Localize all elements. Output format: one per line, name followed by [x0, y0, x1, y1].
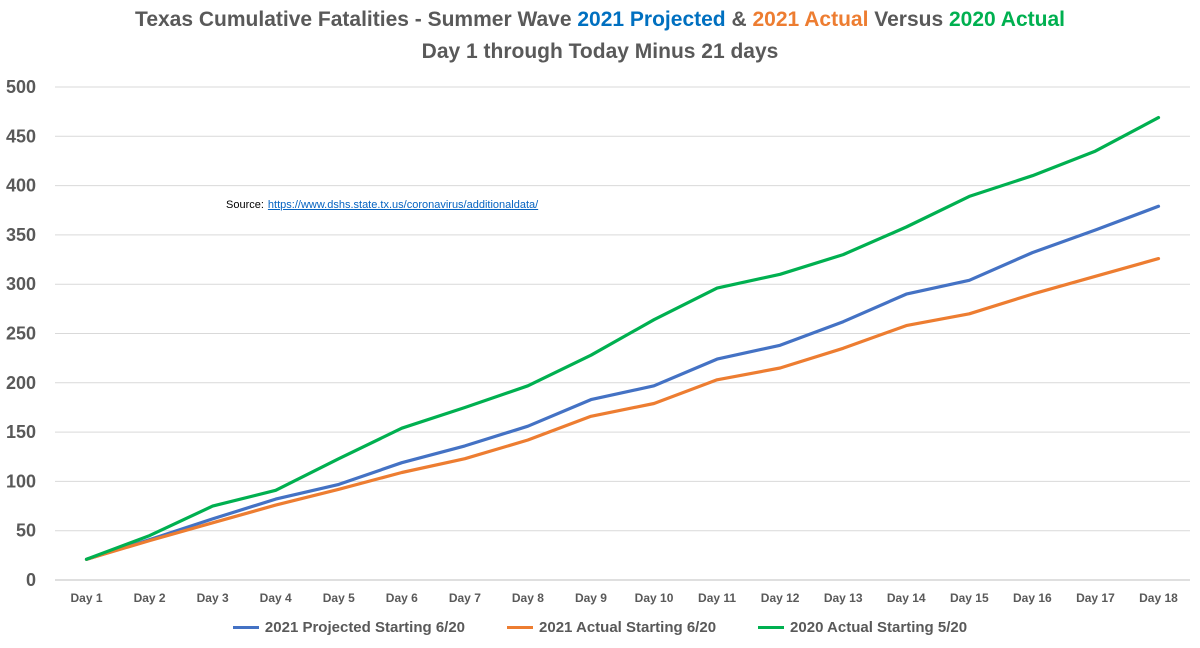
- legend-swatch-2020-actual: [758, 626, 785, 629]
- series-line-2021-actual: [84, 257, 1161, 561]
- y-tick-label-400: 400: [6, 176, 36, 196]
- x-tick-label-6: Day 6: [386, 591, 418, 605]
- chart-legend: 2021 Projected Starting 6/20 2021 Actual…: [0, 619, 1200, 636]
- source-label: Source:: [226, 199, 264, 211]
- legend-item-2021-projected: 2021 Projected Starting 6/20: [232, 619, 466, 636]
- title-part-main: Texas Cumulative Fatalities - Summer Wav…: [135, 8, 578, 31]
- x-tick-label-10: Day 10: [635, 591, 674, 605]
- x-tick-label-17: Day 17: [1076, 591, 1115, 605]
- legend-item-2020-actual: 2020 Actual Starting 5/20: [758, 619, 967, 636]
- title-part-2021-projected: 2021 Projected: [577, 8, 726, 31]
- chart-title-line2: Day 1 through Today Minus 21 days: [421, 40, 779, 63]
- y-tick-label-100: 100: [6, 471, 36, 491]
- source-link[interactable]: https://www.dshs.state.tx.us/coronavirus…: [267, 199, 539, 211]
- y-tick-label-50: 50: [16, 521, 36, 541]
- x-tick-label-4: Day 4: [260, 591, 292, 605]
- legend-item-2021-actual: 2021 Actual Starting 6/20: [507, 619, 716, 636]
- title-part-2020-actual: 2020 Actual: [949, 8, 1065, 31]
- y-tick-label-0: 0: [26, 570, 36, 590]
- legend-label-2021-actual: 2021 Actual Starting 6/20: [539, 619, 717, 636]
- y-tick-label-150: 150: [6, 422, 36, 442]
- x-tick-label-1: Day 1: [71, 591, 103, 605]
- x-tick-label-15: Day 15: [950, 591, 989, 605]
- series-line-2020-actual: [84, 115, 1161, 561]
- y-tick-label-300: 300: [6, 274, 36, 294]
- y-tick-label-250: 250: [6, 324, 36, 344]
- y-tick-label-500: 500: [6, 77, 36, 97]
- title-part-versus: Versus: [868, 8, 949, 31]
- x-tick-label-12: Day 12: [761, 591, 800, 605]
- legend-label-2021-projected: 2021 Projected Starting 6/20: [264, 619, 466, 636]
- series-line-2021-projected: [84, 204, 1161, 561]
- x-tick-label-5: Day 5: [323, 591, 355, 605]
- x-tick-label-9: Day 9: [575, 591, 607, 605]
- legend-swatch-2021-actual: [507, 626, 534, 629]
- x-tick-label-8: Day 8: [512, 591, 544, 605]
- x-tick-label-18: Day 18: [1139, 591, 1178, 605]
- y-tick-label-200: 200: [6, 373, 36, 393]
- y-tick-label-450: 450: [6, 126, 36, 146]
- source-note: Source: https://www.dshs.state.tx.us/coro…: [226, 199, 538, 211]
- chart-title-line1: Texas Cumulative Fatalities - Summer Wav…: [0, 8, 1200, 32]
- x-tick-label-7: Day 7: [449, 591, 481, 605]
- legend-label-2020-actual: 2020 Actual Starting 5/20: [790, 619, 968, 636]
- x-tick-label-16: Day 16: [1013, 591, 1052, 605]
- y-tick-label-350: 350: [6, 225, 36, 245]
- x-tick-label-3: Day 3: [197, 591, 229, 605]
- title-part-2021-actual: 2021 Actual: [752, 8, 869, 31]
- title-part-ampersand: &: [725, 8, 753, 31]
- x-tick-label-13: Day 13: [824, 591, 863, 605]
- x-tick-label-2: Day 2: [134, 591, 166, 605]
- x-tick-label-14: Day 14: [887, 591, 926, 605]
- x-tick-label-11: Day 11: [698, 591, 736, 605]
- legend-swatch-2021-projected: [232, 626, 259, 629]
